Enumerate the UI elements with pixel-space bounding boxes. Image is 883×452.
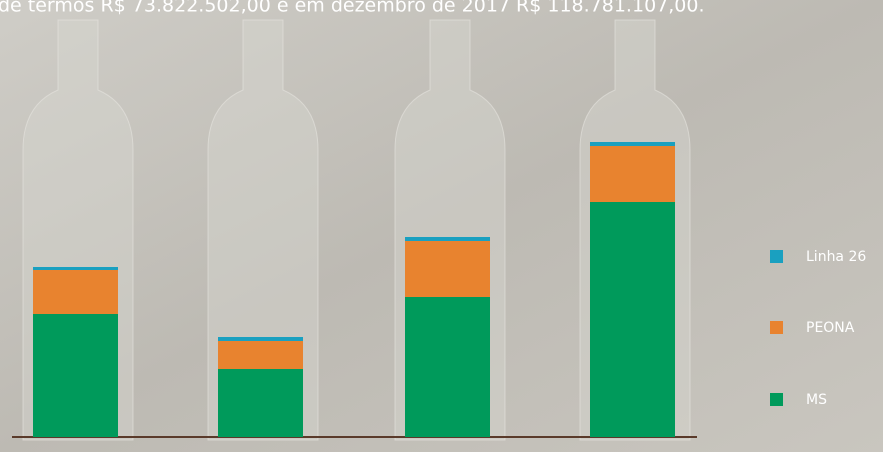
bar-segment — [405, 297, 490, 437]
bar-segment — [590, 202, 675, 437]
bar-segment — [33, 270, 118, 314]
legend-swatch — [770, 393, 783, 406]
bar-segment — [218, 341, 303, 369]
bar-segment — [218, 337, 303, 341]
bar-segment — [33, 267, 118, 270]
legend-swatch — [770, 250, 783, 263]
bar-segment — [590, 142, 675, 146]
bar-segment — [590, 146, 675, 202]
legend-swatch — [770, 321, 783, 334]
bar-segment — [33, 314, 118, 437]
legend-label: PEONA — [806, 320, 855, 336]
bar-segment — [405, 237, 490, 241]
bar-segment — [405, 241, 490, 297]
legend-label: MS — [806, 392, 827, 408]
header-text: de termos R$ 73.822.502,00 e em dezembro… — [0, 0, 705, 17]
bar-segment — [218, 369, 303, 437]
legend-label: Linha 26 — [806, 249, 866, 265]
